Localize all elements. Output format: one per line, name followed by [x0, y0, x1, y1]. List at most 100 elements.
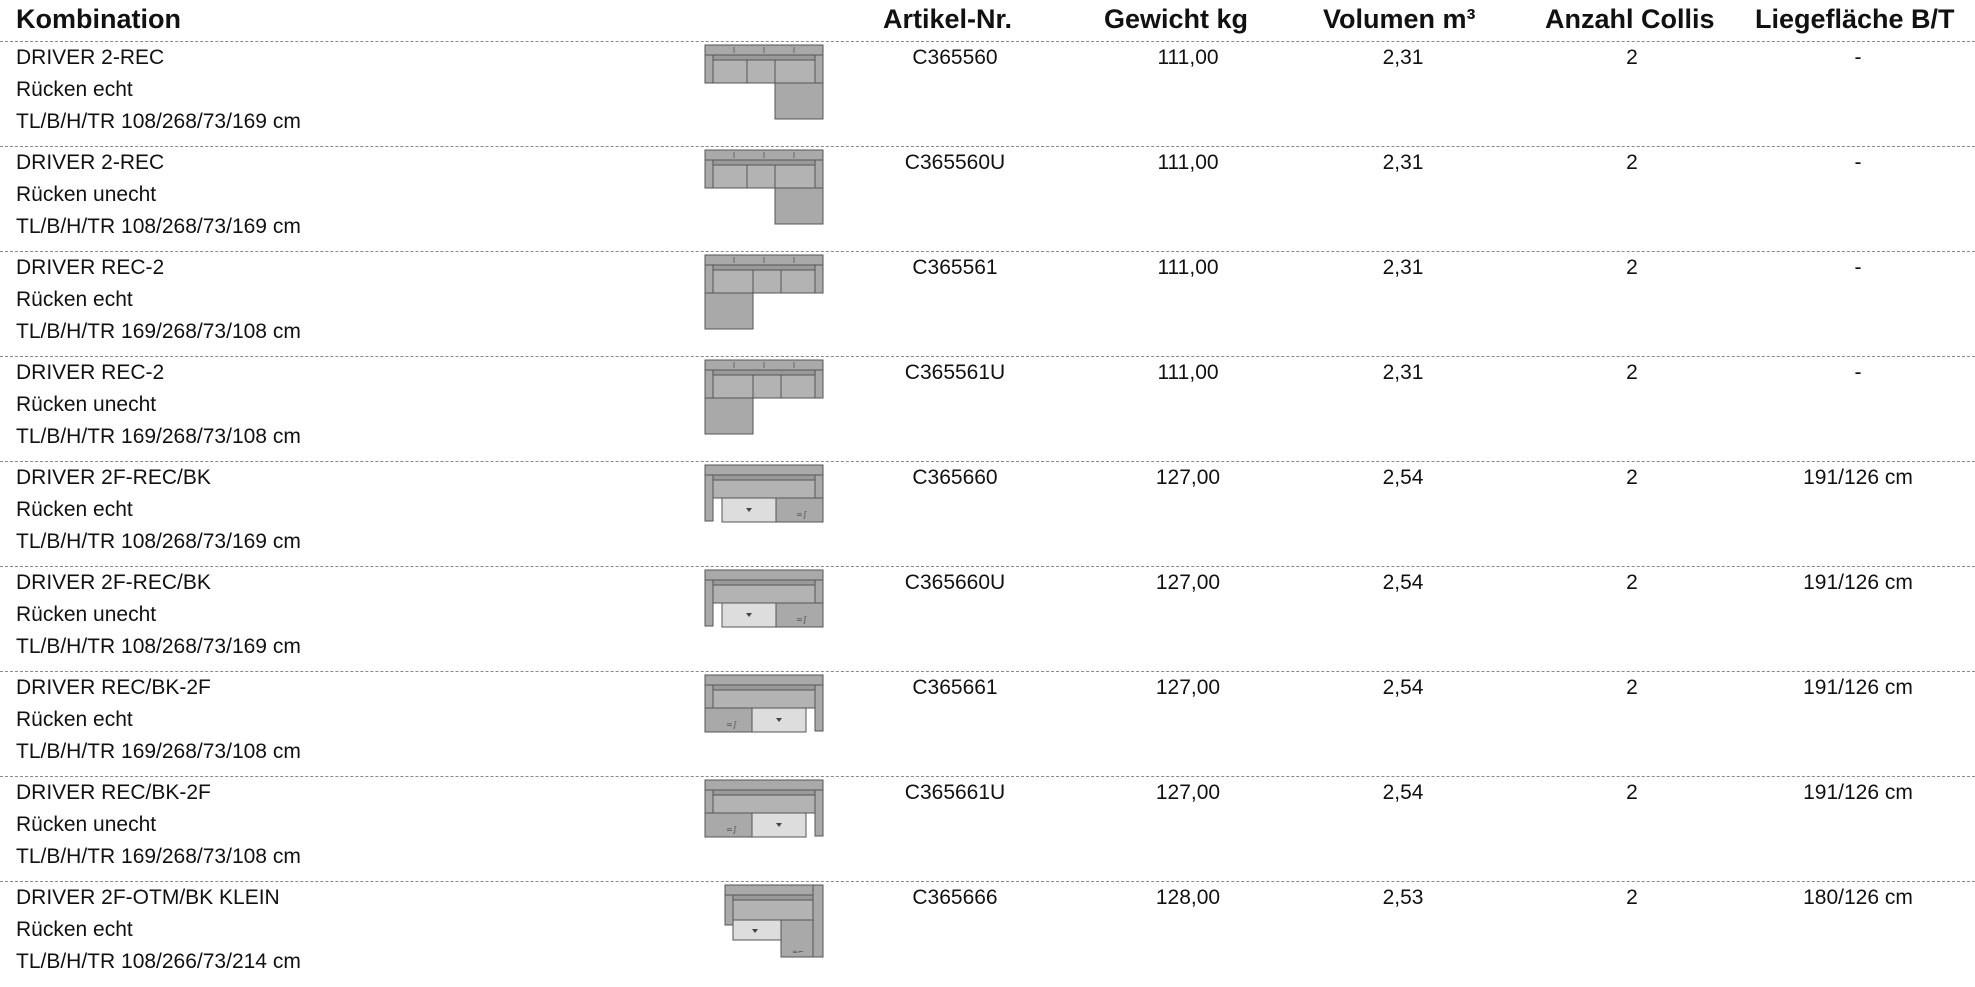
volume-value: 2,54	[1382, 676, 1424, 699]
sofa-left-chaise-icon	[704, 359, 824, 435]
article-number: C365661	[912, 676, 998, 699]
volume-value: 2,53	[1382, 886, 1424, 909]
combination-cell: DRIVER REC-2 Rücken unecht TL/B/H/TR 169/2…	[16, 357, 301, 453]
collis-value: 2	[1626, 466, 1638, 489]
header-volume: Volumen m³	[1323, 4, 1476, 34]
article-number: C365561U	[904, 361, 1006, 384]
volume-value: 2,31	[1382, 361, 1424, 384]
weight-value: 111,00	[1157, 256, 1219, 279]
dimensions: TL/B/H/TR 169/268/73/108 cm	[16, 425, 301, 448]
volume-value: 2,54	[1382, 781, 1424, 804]
collis-value: 2	[1626, 571, 1638, 594]
dimensions: TL/B/H/TR 108/268/73/169 cm	[16, 635, 301, 658]
combination-name: DRIVER REC/BK-2F	[16, 676, 211, 699]
article-number: C365666	[912, 886, 998, 909]
header-article: Artikel-Nr.	[883, 4, 1013, 34]
svg-text:≈⌐: ≈⌐	[792, 948, 804, 956]
table-row: DRIVER REC-2 Rücken echt TL/B/H/TR 169/268…	[0, 252, 1975, 357]
bed-size-value: -	[1854, 46, 1862, 69]
collis-value: 2	[1626, 151, 1638, 174]
dimensions: TL/B/H/TR 108/268/73/169 cm	[16, 110, 301, 133]
weight-value: 127,00	[1155, 571, 1221, 594]
volume-value: 2,31	[1382, 151, 1424, 174]
combination-name: DRIVER 2F-REC/BK	[16, 571, 211, 594]
bed-size-value: -	[1854, 361, 1862, 384]
sofa-corner-ottoman-icon: ≈⌐	[724, 884, 824, 958]
sofa-bed-left-icon: =∫	[704, 674, 824, 733]
dimensions: TL/B/H/TR 169/268/73/108 cm	[16, 320, 301, 343]
combination-cell: DRIVER 2F-OTM/BK KLEIN Rücken echt TL/B/H/…	[16, 882, 301, 978]
combination-cell: DRIVER 2-REC Rücken unecht TL/B/H/TR 108/2…	[16, 147, 301, 243]
table-row: DRIVER 2-REC Rücken unecht TL/B/H/TR 108/2…	[0, 147, 1975, 252]
weight-value: 111,00	[1157, 151, 1219, 174]
bed-size-value: 191/126 cm	[1803, 781, 1913, 804]
bed-size-value: 180/126 cm	[1803, 886, 1913, 909]
combination-cell: DRIVER REC/BK-2F Rücken unecht TL/B/H/TR 1…	[16, 777, 301, 873]
weight-value: 127,00	[1155, 466, 1221, 489]
collis-value: 2	[1626, 361, 1638, 384]
article-number: C365561	[912, 256, 998, 279]
weight-value: 128,00	[1155, 886, 1221, 909]
sofa-bed-right-icon: =∫	[704, 569, 824, 628]
back-type: Rücken echt	[16, 918, 133, 941]
volume-value: 2,54	[1382, 466, 1424, 489]
header-collis: Anzahl Collis	[1545, 4, 1715, 34]
table-row: DRIVER REC/BK-2F Rücken unecht TL/B/H/TR 1…	[0, 777, 1975, 882]
bed-size-value: 191/126 cm	[1803, 676, 1913, 699]
dimensions: TL/B/H/TR 169/268/73/108 cm	[16, 845, 301, 868]
article-number: C365660U	[904, 571, 1006, 594]
bed-size-value: 191/126 cm	[1803, 466, 1913, 489]
back-type: Rücken echt	[16, 498, 133, 521]
svg-text:=∫: =∫	[796, 615, 807, 624]
bed-size-value: -	[1854, 256, 1862, 279]
weight-value: 111,00	[1157, 46, 1219, 69]
weight-value: 127,00	[1155, 676, 1221, 699]
sofa-bed-right-icon: =∫	[704, 464, 824, 523]
weight-value: 127,00	[1155, 781, 1221, 804]
weight-value: 111,00	[1157, 361, 1219, 384]
sofa-left-chaise-icon	[704, 254, 824, 330]
combination-name: DRIVER 2-REC	[16, 46, 165, 69]
header-combination: Kombination	[16, 4, 181, 34]
table-row: DRIVER 2F-REC/BK Rücken unecht TL/B/H/TR 1…	[0, 567, 1975, 672]
combination-cell: DRIVER 2F-REC/BK Rücken echt TL/B/H/TR 108…	[16, 462, 301, 558]
dimensions: TL/B/H/TR 108/268/73/169 cm	[16, 530, 301, 553]
back-type: Rücken echt	[16, 708, 133, 731]
bed-size-value: -	[1854, 151, 1862, 174]
combination-name: DRIVER REC-2	[16, 256, 165, 279]
combination-cell: DRIVER 2-REC Rücken echt TL/B/H/TR 108/268…	[16, 42, 301, 138]
combination-cell: DRIVER REC/BK-2F Rücken echt TL/B/H/TR 169…	[16, 672, 301, 768]
header-weight: Gewicht kg	[1104, 4, 1249, 34]
collis-value: 2	[1626, 676, 1638, 699]
article-number: C365661U	[904, 781, 1006, 804]
combination-name: DRIVER 2F-REC/BK	[16, 466, 211, 489]
combination-name: DRIVER REC/BK-2F	[16, 781, 211, 804]
back-type: Rücken echt	[16, 288, 133, 311]
combination-name: DRIVER 2F-OTM/BK KLEIN	[16, 886, 280, 909]
combination-cell: DRIVER REC-2 Rücken echt TL/B/H/TR 169/268…	[16, 252, 301, 348]
volume-value: 2,31	[1382, 46, 1424, 69]
sofa-right-chaise-icon	[704, 44, 824, 120]
table-row: DRIVER 2-REC Rücken echt TL/B/H/TR 108/268…	[0, 42, 1975, 147]
volume-value: 2,54	[1382, 571, 1424, 594]
table-row: DRIVER 2F-REC/BK Rücken echt TL/B/H/TR 108…	[0, 462, 1975, 567]
volume-value: 2,31	[1382, 256, 1424, 279]
table-row: DRIVER 2F-OTM/BK KLEIN Rücken echt TL/B/H/…	[0, 882, 1975, 987]
dimensions: TL/B/H/TR 108/266/73/214 cm	[16, 950, 301, 973]
article-number: C365560	[912, 46, 998, 69]
table-row: DRIVER REC/BK-2F Rücken echt TL/B/H/TR 169…	[0, 672, 1975, 777]
bed-size-value: 191/126 cm	[1803, 571, 1913, 594]
combination-name: DRIVER 2-REC	[16, 151, 165, 174]
combination-name: DRIVER REC-2	[16, 361, 165, 384]
table-header: Kombination Artikel-Nr. Gewicht kg Volum…	[0, 0, 1975, 42]
collis-value: 2	[1626, 886, 1638, 909]
table-row: DRIVER REC-2 Rücken unecht TL/B/H/TR 169/2…	[0, 357, 1975, 462]
collis-value: 2	[1626, 46, 1638, 69]
collis-value: 2	[1626, 256, 1638, 279]
header-bed: Liegefläche B/T	[1755, 4, 1955, 34]
back-type: Rücken echt	[16, 78, 133, 101]
back-type: Rücken unecht	[16, 183, 157, 206]
dimensions: TL/B/H/TR 169/268/73/108 cm	[16, 740, 301, 763]
back-type: Rücken unecht	[16, 603, 157, 626]
sofa-bed-left-icon: =∫	[704, 779, 824, 838]
